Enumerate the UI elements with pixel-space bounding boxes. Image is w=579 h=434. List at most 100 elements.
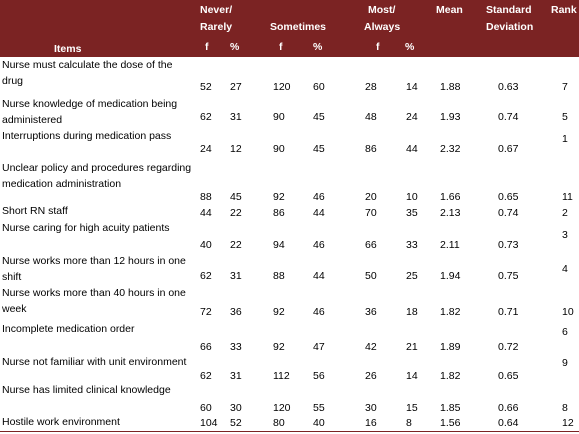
cell-sf: 92 <box>273 191 285 203</box>
cell-np: 22 <box>230 239 242 251</box>
cell-mf: 36 <box>365 306 377 318</box>
cell-sd: 0.75 <box>498 270 519 282</box>
cell-mp: 14 <box>406 370 418 382</box>
cell-mean: 1.88 <box>440 81 461 93</box>
cell-mf: 50 <box>365 270 377 282</box>
cell-sd: 0.71 <box>498 306 519 318</box>
header-never-rarely-line2: Rarely <box>200 21 233 33</box>
cell-mean: 1.66 <box>440 191 461 203</box>
cell-sf: 112 <box>273 370 290 382</box>
cell-sf: 90 <box>273 143 285 155</box>
cell-sd: 0.65 <box>498 370 519 382</box>
cell-mf: 42 <box>365 341 377 353</box>
cell-np: 31 <box>230 111 242 123</box>
cell-sd: 0.67 <box>498 143 519 155</box>
table-header: Never/ Rarely Sometimes Most/ Always Mea… <box>0 0 579 57</box>
cell-mean: 1.94 <box>440 270 461 282</box>
cell-mf: 48 <box>365 111 377 123</box>
cell-nf: 62 <box>200 370 212 382</box>
cell-np: 27 <box>230 81 242 93</box>
cell-sp: 46 <box>313 239 325 251</box>
cell-sp: 46 <box>313 306 325 318</box>
cell-rank: 10 <box>562 306 574 318</box>
cell-sp: 56 <box>313 370 325 382</box>
cell-mean: 1.85 <box>440 402 461 414</box>
header-items: Items <box>54 43 82 55</box>
row-item-label: Nurse not familiar with unit environment <box>2 356 187 368</box>
cell-sp: 46 <box>313 191 325 203</box>
header-sometimes: Sometimes <box>270 21 327 33</box>
cell-np: 12 <box>230 143 242 155</box>
header-mean: Mean <box>436 4 463 16</box>
cell-mp: 24 <box>406 111 418 123</box>
cell-nf: 44 <box>200 207 212 219</box>
cell-mp: 18 <box>406 306 418 318</box>
row-item-label: Interruptions during medication pass <box>2 130 172 142</box>
cell-sp: 45 <box>313 111 325 123</box>
table-bottom-rule <box>0 431 579 432</box>
cell-nf: 104 <box>200 417 218 429</box>
cell-nf: 62 <box>200 111 212 123</box>
header-sometimes-pct: % <box>313 41 323 53</box>
cell-np: 22 <box>230 207 242 219</box>
cell-sp: 55 <box>313 402 325 414</box>
header-most-always-line1: Most/ <box>368 4 396 16</box>
cell-mf: 26 <box>365 370 377 382</box>
cell-rank: 3 <box>562 229 568 241</box>
row-item-label: Incomplete medication order <box>2 323 135 335</box>
header-never-rarely-line1: Never/ <box>200 4 233 16</box>
cell-mean: 1.82 <box>440 306 461 318</box>
cell-np: 52 <box>230 417 242 429</box>
cell-nf: 88 <box>200 191 212 203</box>
cell-np: 36 <box>230 306 242 318</box>
cell-sd: 0.74 <box>498 207 519 219</box>
cell-rank: 7 <box>562 81 568 93</box>
header-most-always-line2: Always <box>364 21 401 33</box>
cell-rank: 12 <box>562 417 574 429</box>
cell-rank: 4 <box>562 263 568 275</box>
header-sd-line1: Standard <box>486 4 532 16</box>
cell-sf: 120 <box>273 81 291 93</box>
cell-sf: 88 <box>273 270 285 282</box>
cell-rank: 5 <box>562 111 568 123</box>
cell-mf: 16 <box>365 417 377 429</box>
cell-nf: 72 <box>200 306 212 318</box>
cell-np: 30 <box>230 402 242 414</box>
cell-sf: 92 <box>273 306 285 318</box>
header-most-pct: % <box>405 41 415 53</box>
cell-rank: 9 <box>562 357 568 369</box>
cell-mp: 35 <box>406 207 418 219</box>
row-item-label: Nurse knowledge of medication being admi… <box>2 98 178 126</box>
cell-mp: 8 <box>406 417 412 429</box>
cell-nf: 66 <box>200 341 212 353</box>
cell-sp: 44 <box>313 270 325 282</box>
cell-mf: 28 <box>365 81 377 93</box>
cell-np: 33 <box>230 341 242 353</box>
cell-sd: 0.72 <box>498 341 519 353</box>
header-sd-line2: Deviation <box>486 21 534 33</box>
cell-rank: 2 <box>562 207 568 219</box>
cell-mf: 30 <box>365 402 377 414</box>
cell-np: 45 <box>230 191 242 203</box>
cell-mean: 1.82 <box>440 370 461 382</box>
cell-sd: 0.64 <box>498 417 519 429</box>
cell-nf: 60 <box>200 402 212 414</box>
cell-sp: 60 <box>313 81 325 93</box>
row-item-label: Nurse caring for high acuity patients <box>2 222 170 234</box>
cell-sf: 120 <box>273 402 291 414</box>
cell-rank: 6 <box>562 326 568 338</box>
row-item-label: Nurse works more than 40 hours in one we… <box>2 287 186 315</box>
cell-sd: 0.63 <box>498 81 519 93</box>
row-item-label: Nurse must calculate the dose of the dru… <box>2 59 173 87</box>
cell-sf: 80 <box>273 417 285 429</box>
cell-mp: 44 <box>406 143 418 155</box>
row-item-label: Unclear policy and procedures regarding … <box>2 162 192 190</box>
cell-sp: 44 <box>313 207 325 219</box>
cell-sd: 0.66 <box>498 402 519 414</box>
cell-mf: 20 <box>365 191 377 203</box>
cell-mean: 1.93 <box>440 111 461 123</box>
header-most-f: f <box>376 41 380 53</box>
cell-nf: 24 <box>200 143 212 155</box>
cell-sf: 92 <box>273 341 285 353</box>
